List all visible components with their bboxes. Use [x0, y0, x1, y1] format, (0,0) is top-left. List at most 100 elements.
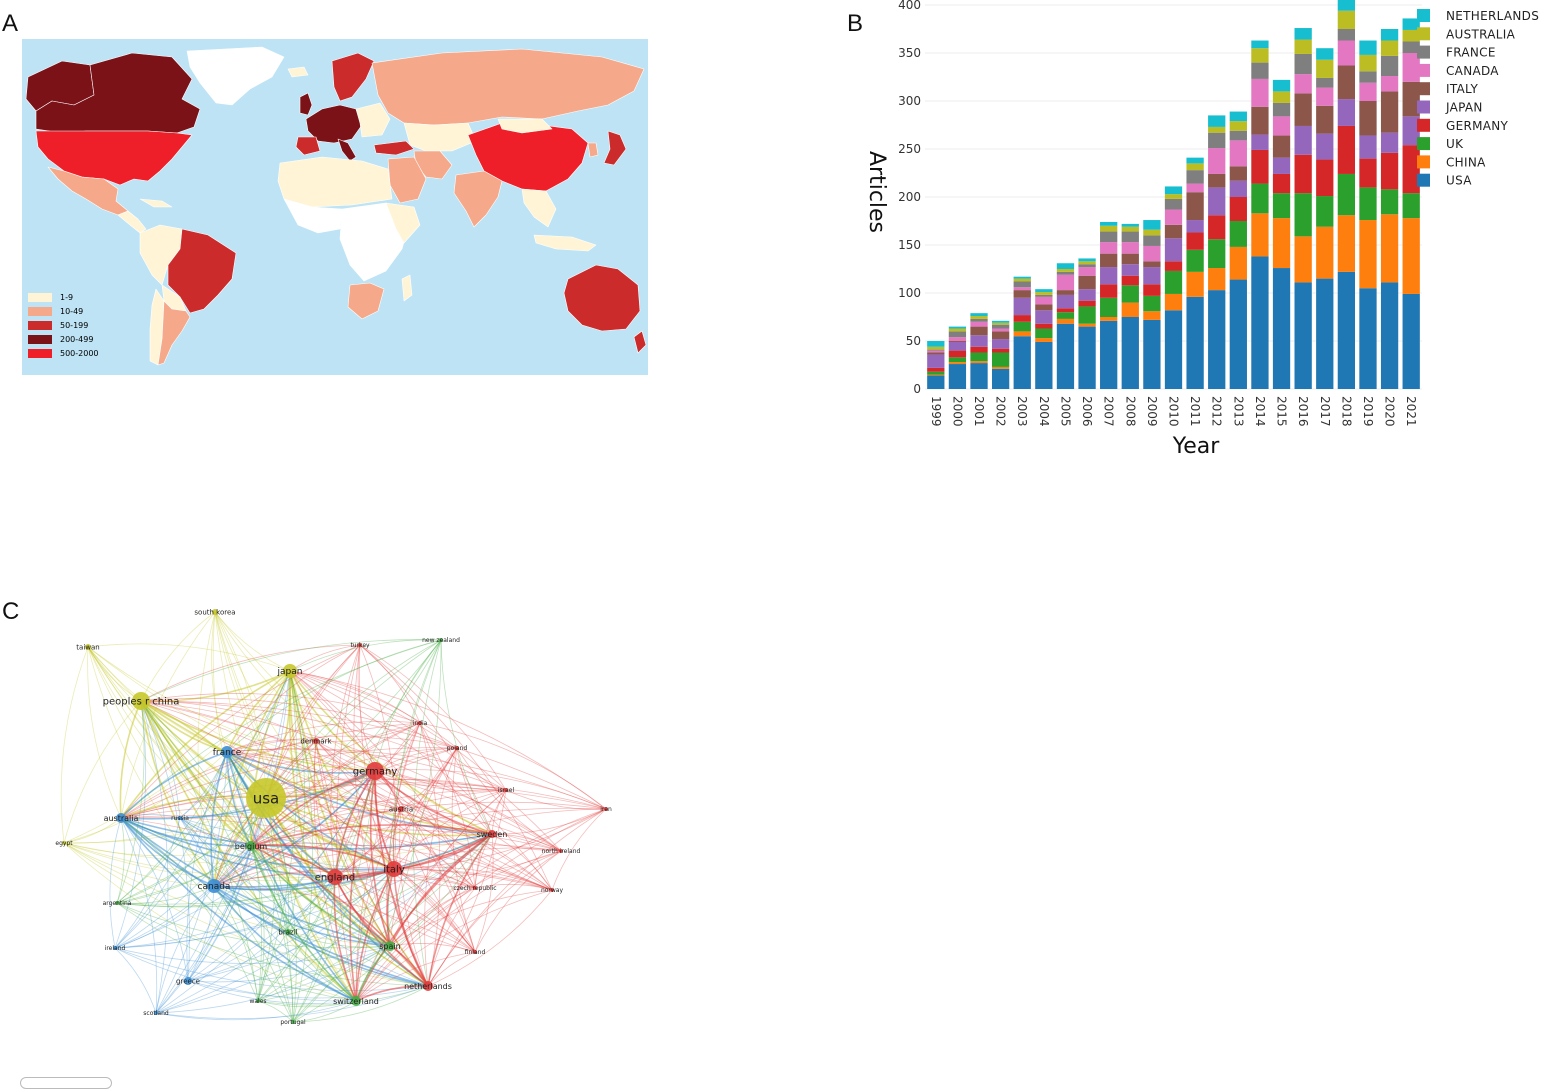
network-edge — [257, 931, 289, 1002]
network-edge — [213, 885, 289, 933]
legend-label-50-199: 50-199 — [60, 321, 88, 330]
network-edge — [427, 850, 562, 987]
bar-segment — [1100, 253, 1118, 268]
legend-swatch — [1417, 27, 1430, 41]
y-tick-label: 200 — [898, 190, 921, 204]
network-edge — [265, 796, 562, 852]
bar-segment — [970, 335, 988, 347]
bar-segment — [1078, 289, 1096, 301]
bar-segment — [1359, 288, 1377, 389]
bar-segment — [1316, 159, 1334, 197]
network-edge — [226, 751, 476, 953]
x-tick-label: 2003 — [1015, 396, 1029, 427]
bar-segment — [1100, 242, 1118, 254]
network-edge — [226, 748, 507, 791]
bar-segment — [991, 320, 1010, 323]
bar-segment — [1143, 311, 1161, 320]
network-edge — [120, 817, 336, 878]
bar-segment — [1229, 166, 1247, 181]
stacked-bar-chart-svg: 0 50 100 150 200 250 300 350 400 1999 2000 2001 200… — [864, 0, 1539, 459]
bar-segment — [1402, 53, 1420, 82]
network-edge — [289, 670, 313, 1023]
network-node — [115, 901, 119, 905]
network-edge — [250, 801, 607, 847]
network-edge — [355, 850, 562, 1002]
network-edge — [419, 722, 493, 835]
bar-segment — [1251, 134, 1269, 150]
network-edge — [87, 646, 429, 987]
x-tick-label: 2001 — [972, 396, 986, 427]
bar-segment — [1164, 194, 1183, 199]
network-edge — [385, 808, 402, 947]
network-edge — [226, 751, 252, 847]
network-edge — [87, 643, 291, 672]
network-edge — [355, 808, 607, 1002]
bar-segment — [1078, 323, 1096, 327]
network-edge — [250, 845, 429, 987]
bar-segment — [1316, 226, 1334, 279]
bar-segment — [1294, 154, 1312, 194]
network-edge — [393, 722, 421, 870]
network-edge — [334, 876, 429, 987]
bar-segment — [970, 313, 988, 317]
network-edge — [400, 808, 476, 953]
network-edge — [140, 700, 169, 1014]
network-edge — [287, 868, 395, 933]
panel-label-b: B — [847, 10, 864, 37]
network-edge — [120, 783, 607, 819]
network-edge — [114, 885, 215, 949]
network-edge — [456, 747, 562, 852]
network-edge — [289, 670, 553, 891]
network-edge — [210, 751, 228, 887]
network-edge — [87, 646, 252, 847]
network-node — [256, 999, 260, 1003]
network-edge — [292, 833, 493, 1023]
bar-segment — [1359, 54, 1377, 72]
network-node — [398, 806, 404, 812]
bar-segment — [1229, 197, 1247, 221]
network-edge — [334, 639, 442, 878]
network-edge — [292, 868, 395, 1023]
bar-segment — [1402, 116, 1420, 146]
bar-segment — [1056, 318, 1075, 324]
network-edge — [155, 845, 252, 1014]
bar-segment — [1251, 78, 1269, 107]
bar-segment — [948, 350, 967, 358]
map-legend: 1-9 10-49 50-199 200-499 500-2000 — [28, 293, 99, 358]
network-node-label: ireland — [105, 945, 126, 952]
network-node-label: israel — [498, 787, 515, 794]
network-edge — [440, 639, 493, 835]
bar-segment — [948, 328, 967, 332]
bar-segment — [1143, 229, 1161, 236]
legend-entry: USA — [1446, 174, 1472, 188]
region-iberia — [295, 136, 321, 156]
network-edge — [289, 644, 361, 672]
bar-segment — [927, 349, 945, 351]
network-edge — [226, 751, 402, 810]
network-edge — [257, 868, 395, 1002]
network-edge — [186, 751, 228, 982]
network-edge — [120, 639, 442, 819]
network-edge — [257, 670, 298, 1002]
network-edge — [155, 670, 291, 1014]
network-edge — [289, 670, 507, 791]
bar-segment — [1359, 82, 1377, 101]
network-edge — [389, 887, 476, 947]
x-tick-label: 1999 — [929, 396, 943, 427]
network-labels: usa peoples r china japan south korea taiwan… — [55, 608, 612, 1026]
network-edge — [250, 722, 421, 847]
bar-segment — [1229, 246, 1247, 280]
network-edge — [289, 670, 429, 987]
network-edge — [226, 751, 395, 870]
bar-segment — [1229, 180, 1247, 197]
bar-segment — [1013, 276, 1031, 279]
bar-segment — [1035, 338, 1053, 342]
bar-segment — [1272, 135, 1291, 158]
network-edge — [359, 644, 397, 870]
network-edge — [427, 789, 507, 987]
bar-segment — [1143, 220, 1161, 230]
bar-segment — [1251, 48, 1269, 63]
bar-segment — [1186, 249, 1204, 272]
network-edge — [393, 868, 429, 987]
network-edge — [289, 670, 317, 742]
